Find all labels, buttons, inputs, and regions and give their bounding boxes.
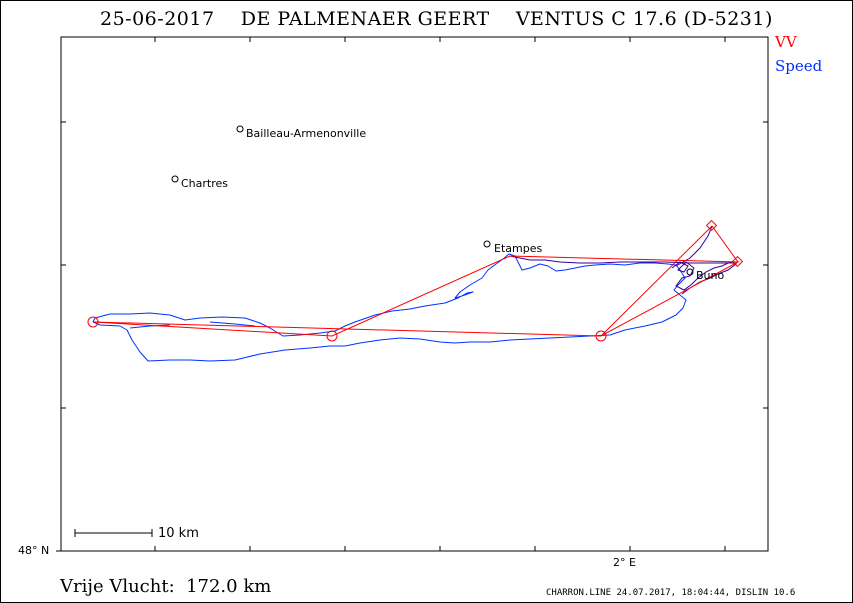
turnpoint-1 — [326, 330, 338, 342]
turnpoint-start — [87, 316, 99, 328]
turnpoints — [87, 219, 744, 342]
place-marker-etampes — [483, 240, 491, 248]
latitude-label: 48° N — [18, 544, 50, 557]
place-label-etampes: Etampes — [494, 242, 543, 255]
legend-speed: Speed — [775, 57, 823, 75]
place-marker-bailleau — [236, 125, 244, 133]
place-label-bailleau: Bailleau-Armenonville — [246, 127, 367, 140]
turnpoint-4 — [731, 255, 744, 268]
distance-summary: Vrije Vlucht: 172.0 km — [60, 576, 272, 597]
turnpoint-2 — [595, 330, 607, 342]
longitude-label: 2° E — [613, 556, 636, 569]
legend-vv: VV — [775, 33, 797, 51]
plot-frame — [60, 36, 769, 552]
axis-ticks — [56, 37, 768, 552]
place-marker-chartres — [171, 175, 179, 183]
credit-line: CHARRON.LINE 24.07.2017, 18:04:44, DISLI… — [546, 588, 796, 598]
task-route — [92, 225, 740, 337]
flight-track — [92, 253, 687, 362]
turnpoint-3 — [705, 219, 718, 232]
place-label-chartres: Chartres — [181, 177, 229, 190]
place-label-buno: Buno — [696, 269, 725, 282]
page-title: 25-06-2017 DE PALMENAER GEERT VENTUS C 1… — [100, 8, 773, 30]
scale-bar — [74, 529, 153, 537]
scale-label: 10 km — [158, 526, 199, 541]
